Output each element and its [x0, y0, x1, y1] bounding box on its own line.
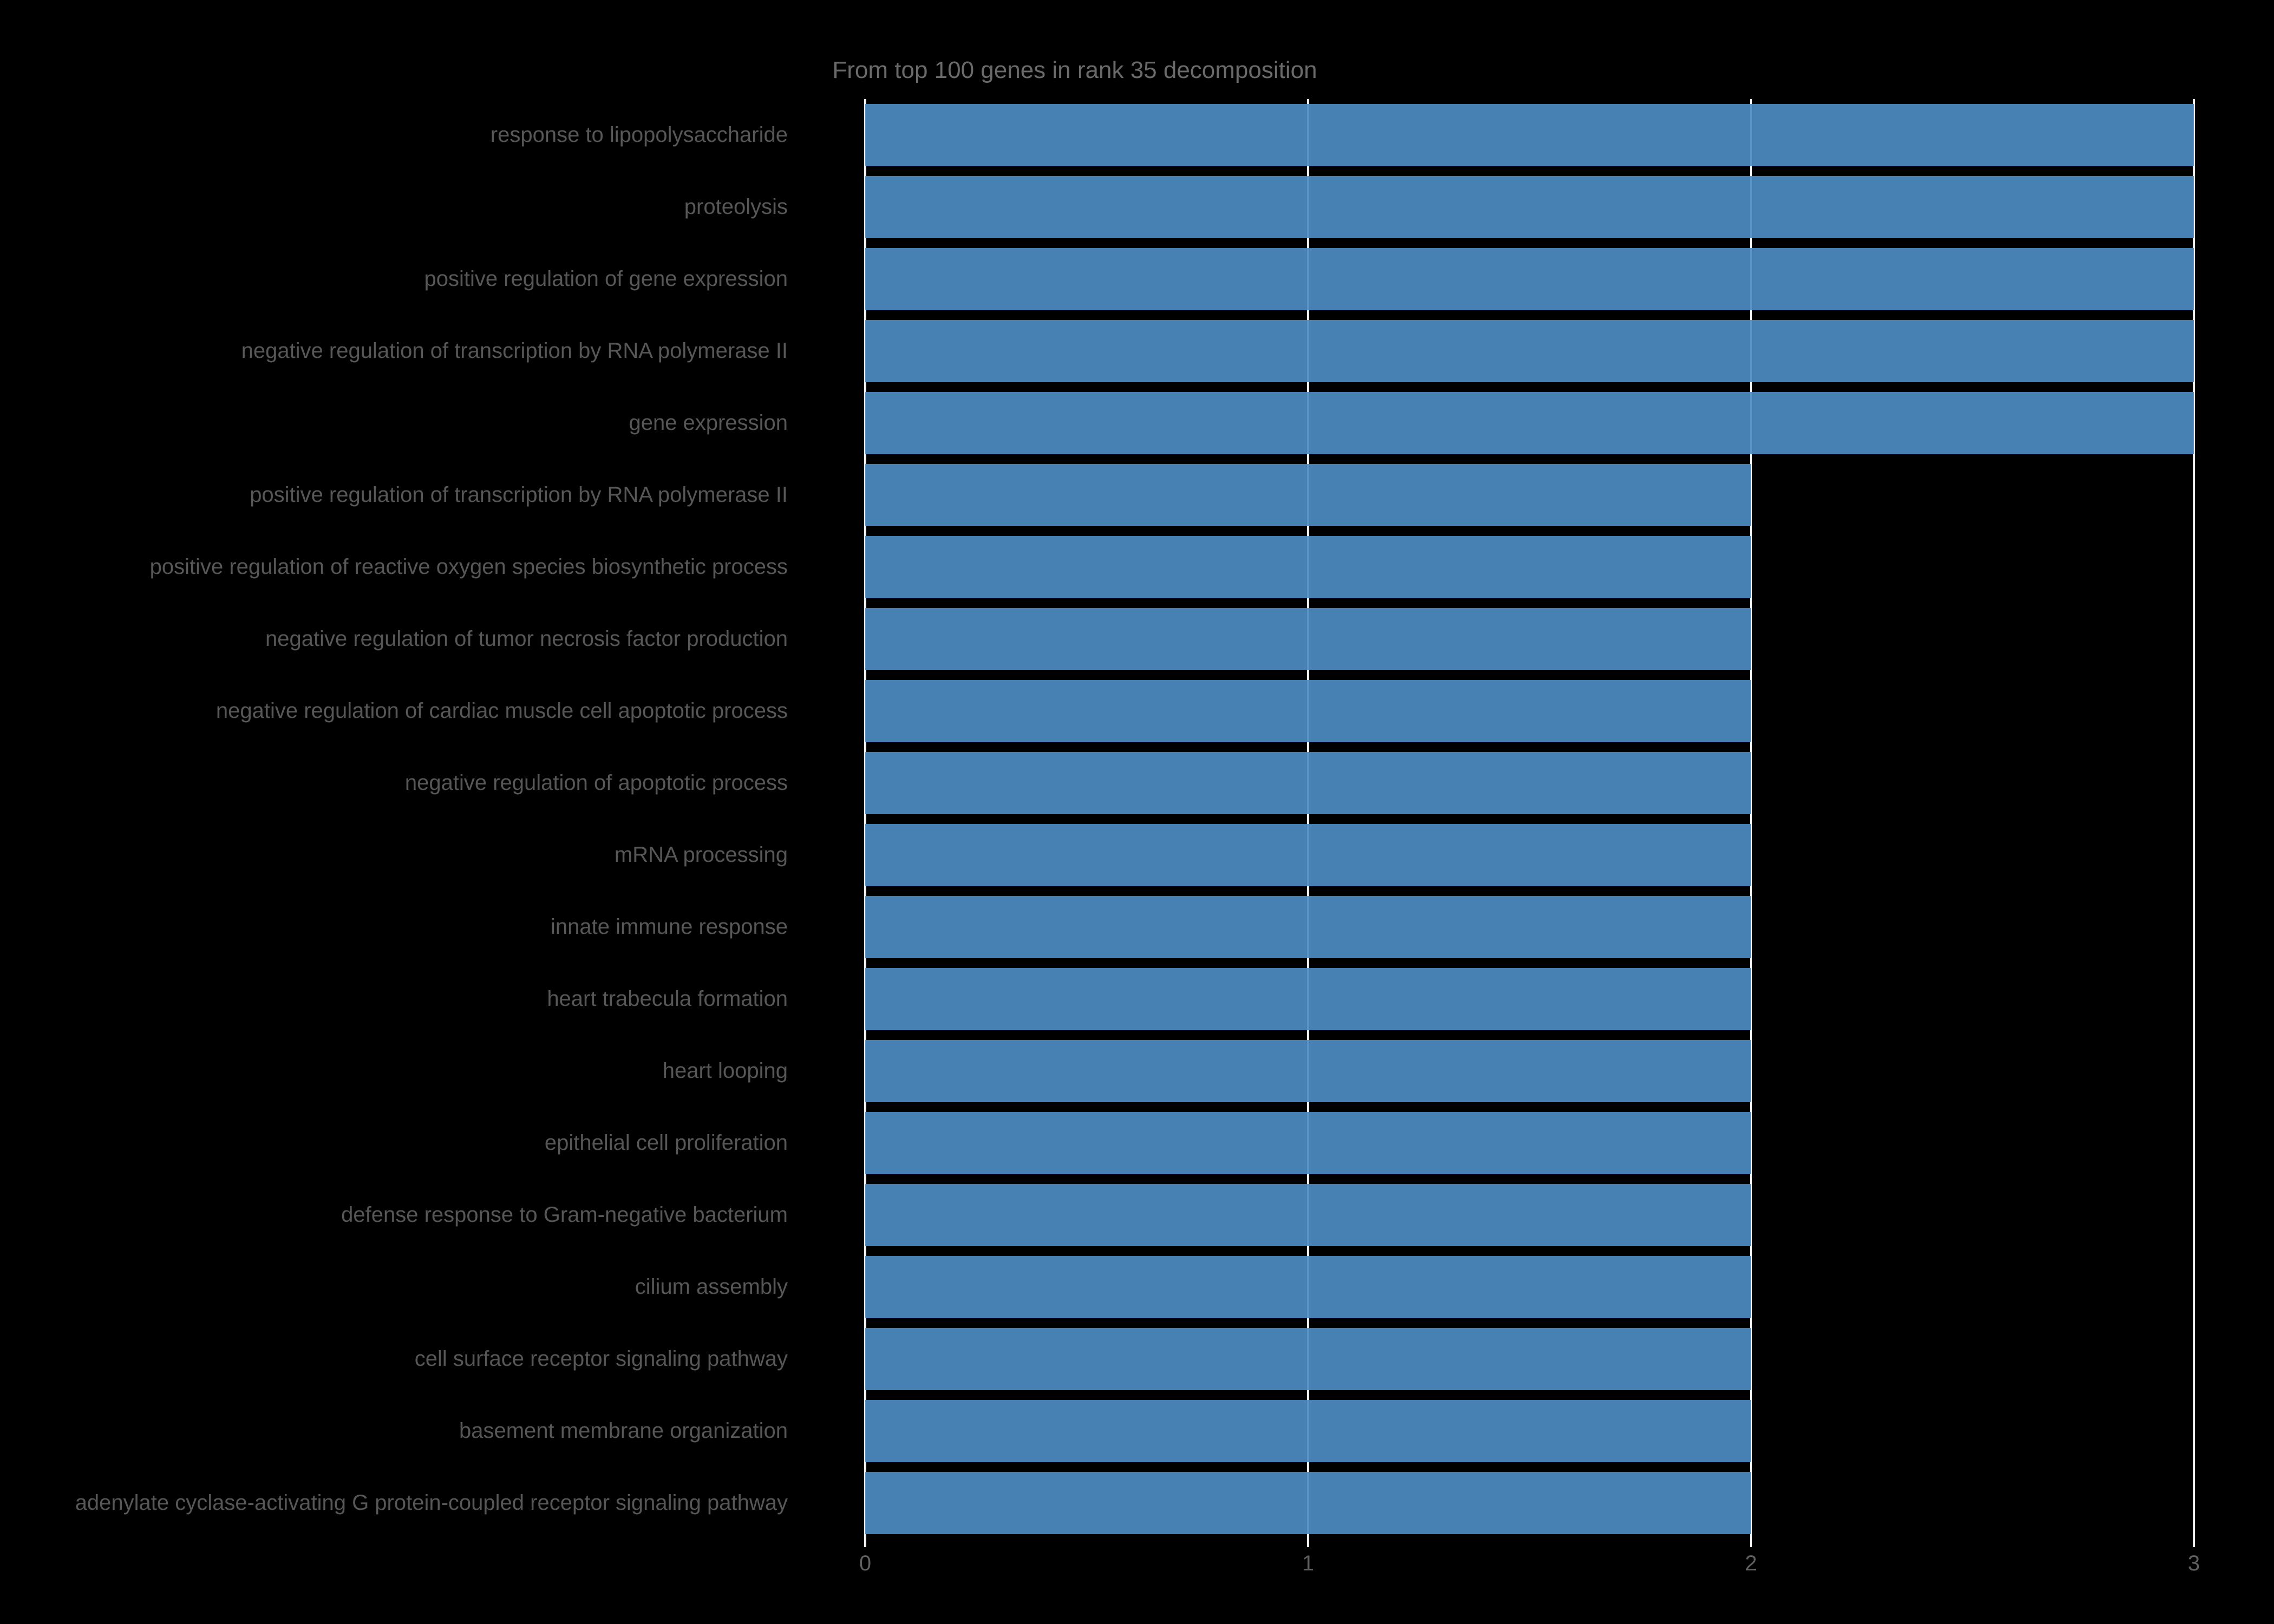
x-gridline-2 [1750, 99, 1752, 1547]
bar [865, 536, 1751, 598]
bar [865, 464, 1751, 526]
bar [865, 968, 1751, 1030]
bar [865, 392, 2194, 454]
x-tick-label: 3 [2187, 1551, 2200, 1575]
x-tick-label: 2 [1744, 1551, 1757, 1575]
bar [865, 176, 2194, 238]
x-tick-label: 1 [1302, 1551, 1315, 1575]
category-label: negative regulation of cardiac muscle ce… [215, 699, 788, 723]
category-label: defense response to Gram-negative bacter… [341, 1203, 788, 1227]
bar [865, 1472, 1751, 1534]
category-label: negative regulation of tumor necrosis fa… [265, 627, 788, 651]
category-label: cell surface receptor signaling pathway [414, 1347, 788, 1371]
x-tick-label: 0 [859, 1551, 872, 1575]
category-label: gene expression [629, 411, 788, 435]
bar [865, 1400, 1751, 1462]
category-label: positive regulation of transcription by … [250, 483, 788, 507]
category-label: negative regulation of transcription by … [241, 339, 788, 363]
category-label: positive regulation of reactive oxygen s… [149, 555, 788, 579]
category-label: innate immune response [550, 915, 788, 939]
bar [865, 248, 2194, 310]
bar [865, 824, 1751, 886]
bar [865, 752, 1751, 814]
bar [865, 1256, 1751, 1318]
category-label: heart looping [662, 1059, 788, 1083]
bar [865, 104, 2194, 166]
bar [865, 320, 2194, 382]
plot-area [864, 99, 2195, 1547]
category-label: negative regulation of apoptotic process [404, 771, 788, 795]
category-label: heart trabecula formation [547, 987, 788, 1011]
bar [865, 1184, 1751, 1246]
bar [865, 680, 1751, 742]
category-label: basement membrane organization [459, 1419, 788, 1443]
x-gridline-1 [1307, 99, 1309, 1547]
category-label: adenylate cyclase-activating G protein-c… [75, 1491, 788, 1515]
x-gridline-3 [2193, 99, 2195, 1547]
bar [865, 1112, 1751, 1174]
bar [865, 1040, 1751, 1102]
bar [865, 1328, 1751, 1390]
bar [865, 896, 1751, 958]
category-label: proteolysis [684, 195, 788, 219]
category-label: response to lipopolysaccharide [490, 123, 788, 147]
bar [865, 608, 1751, 670]
category-label: mRNA processing [614, 843, 788, 867]
x-gridline-0 [864, 99, 866, 1547]
category-label: cilium assembly [635, 1275, 788, 1299]
category-label: positive regulation of gene expression [424, 267, 788, 291]
chart-title: From top 100 genes in rank 35 decomposit… [832, 57, 1317, 83]
category-label: epithelial cell proliferation [544, 1131, 788, 1155]
